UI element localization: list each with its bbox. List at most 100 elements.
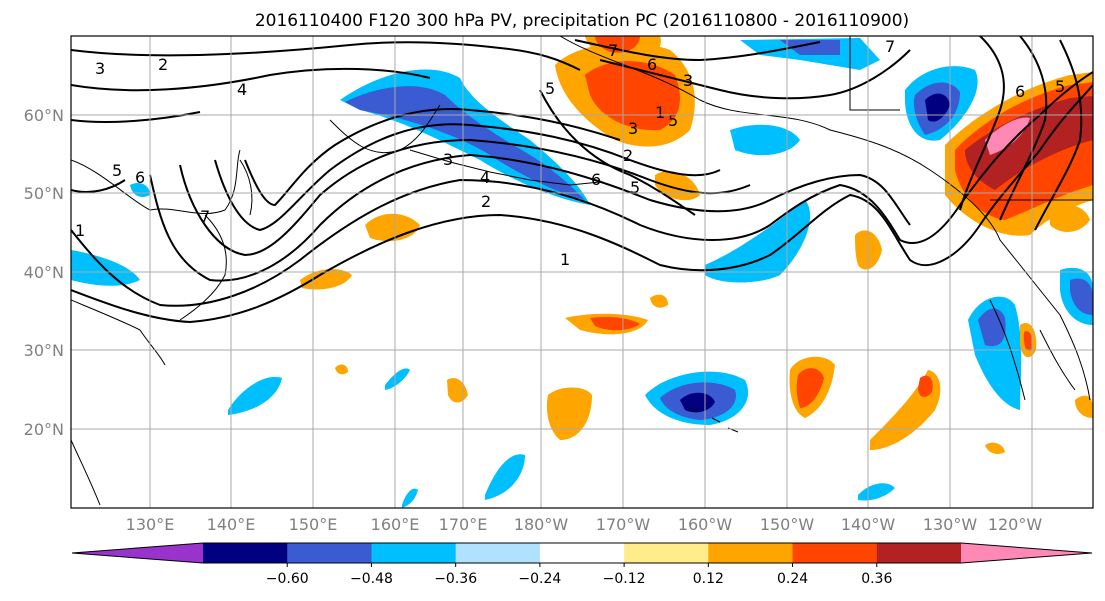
colorbar-segment xyxy=(624,543,709,563)
pv-contour-alaska2 xyxy=(599,49,911,100)
contour-label: 5 xyxy=(630,178,640,197)
positive-anomaly-nw-east xyxy=(1050,204,1090,232)
contour-label: 6 xyxy=(135,168,145,187)
contour-label: 5 xyxy=(545,79,555,98)
positive-anomaly-nw-america-high xyxy=(965,96,1093,190)
contour-label: 6 xyxy=(591,170,601,189)
latitude-labels: 60°N 50°N 40°N 30°N 20°N xyxy=(24,106,64,439)
contour-label: 3 xyxy=(683,71,693,90)
positive-anomaly-aleutian-top-core xyxy=(595,36,640,53)
border-canada-us xyxy=(849,36,1093,201)
colorbar-tick-label: −0.36 xyxy=(434,571,477,587)
pv-contour-ne3 xyxy=(1034,39,1083,231)
negative-anomaly-east-core xyxy=(1070,278,1093,315)
contour-label: 1 xyxy=(75,221,85,240)
pv-contour-left xyxy=(71,179,126,193)
positive-anomaly-nw-america-peak xyxy=(985,117,1030,155)
contour-label: 5 xyxy=(668,111,678,130)
pv-contour-labels: 3 2 4 5 6 7 1 6 3 4 2 6 5 1 7 5 6 3 2 5 … xyxy=(61,37,1105,309)
contour-label: 1 xyxy=(560,250,570,269)
positive-anomaly-sub8-core xyxy=(796,368,824,408)
negative-anomaly-north-core xyxy=(780,40,840,55)
lon-label-140w: 140°W xyxy=(841,515,896,534)
contour-label: 6 xyxy=(61,163,71,182)
pv-contour-1 xyxy=(71,84,1093,324)
pv-contour-4 xyxy=(179,138,751,257)
contour-label: 2 xyxy=(481,192,491,211)
lon-label-150e: 150°E xyxy=(289,515,338,534)
colorbar-extend-high xyxy=(961,543,1092,563)
colorbar-segment xyxy=(371,543,457,563)
negative-anomaly-hawaii-core xyxy=(680,392,715,413)
contour-label: 5 xyxy=(1055,77,1065,96)
colorbar-outline xyxy=(71,542,1093,564)
lat-label-60n: 60°N xyxy=(24,106,64,125)
colorbar-tick-label: −0.12 xyxy=(603,571,646,587)
precip-anomaly-fill xyxy=(71,36,1093,508)
contour-label: 5 xyxy=(112,161,122,180)
colorbar-extend-low xyxy=(72,543,203,563)
figure-title: 2016110400 F120 300 hPa PV, precipitatio… xyxy=(255,11,909,31)
contour-label: 7 xyxy=(608,41,618,60)
colorbar-tick-label: −0.24 xyxy=(518,571,561,587)
colorbar-ticks: −0.60 −0.48 −0.36 −0.24 −0.12 0.12 0.24 0.36 xyxy=(266,563,892,587)
colorbar-segment xyxy=(876,543,962,563)
map-frame xyxy=(70,35,1094,509)
lat-label-30n: 30°N xyxy=(24,341,64,360)
pv-contour-ne1 xyxy=(959,36,1005,211)
lon-label-140e: 140°E xyxy=(207,515,256,534)
contour-label: 6 xyxy=(1095,265,1105,284)
positive-anomaly-sub10-core xyxy=(1023,331,1033,351)
lat-label-20n: 20°N xyxy=(24,420,64,439)
coastline-aleutians xyxy=(409,149,601,186)
positive-anomaly-cp4 xyxy=(650,294,668,308)
contour-label: 2 xyxy=(623,146,633,165)
lat-label-40n: 40°N xyxy=(24,263,64,282)
pv-contour-2 xyxy=(71,71,1093,307)
pv-contour-5 xyxy=(214,123,721,232)
negative-anomaly-sub3 xyxy=(485,454,525,500)
contour-label: 4 xyxy=(237,80,247,99)
contour-label: 7 xyxy=(885,37,895,56)
longitude-labels: 130°E 140°E 150°E 160°E 170°E 180°W 170°… xyxy=(126,515,1043,534)
colorbar-segment xyxy=(539,543,625,563)
colorbar-segment xyxy=(792,543,878,563)
lat-label-50n: 50°N xyxy=(24,184,64,203)
negative-anomaly-sub4 xyxy=(402,488,418,508)
graticule xyxy=(71,36,1093,508)
contour-label: 2 xyxy=(1095,290,1105,309)
negative-anomaly-japan xyxy=(71,250,140,286)
lon-label-130e: 130°E xyxy=(126,515,175,534)
pv-contour-3 xyxy=(149,153,911,282)
contour-label: 3 xyxy=(628,119,638,138)
pv-contour-alaska3 xyxy=(574,39,821,62)
lon-label-170e: 170°E xyxy=(439,515,488,534)
colorbar-tick-label: −0.60 xyxy=(266,571,309,587)
lon-label-160e: 160°E xyxy=(371,515,420,534)
pv-contour-6 xyxy=(244,108,621,207)
colorbar-tick-label: 0.24 xyxy=(777,571,808,587)
contour-label: 7 xyxy=(200,207,210,226)
positive-anomaly-sub12 xyxy=(985,442,1005,454)
contour-label: 6 xyxy=(1015,82,1025,101)
pv-contour-north1 xyxy=(71,41,581,71)
positive-anomaly-sub7 xyxy=(335,364,348,375)
pv-contour-alaska1 xyxy=(539,89,696,216)
negative-anomaly-sub2 xyxy=(385,368,410,390)
coastline-japan xyxy=(179,214,227,321)
negative-anomaly-sub1 xyxy=(228,376,282,415)
coastline-sakhalin xyxy=(239,159,253,216)
coastline-asia xyxy=(71,149,241,506)
colorbar-segment xyxy=(708,543,794,563)
contour-label: 2 xyxy=(158,55,168,74)
lon-label-120w: 120°W xyxy=(988,515,1043,534)
lon-label-130w: 130°W xyxy=(923,515,978,534)
lon-label-170w: 170°W xyxy=(596,515,651,534)
colorbar-tick-label: 0.12 xyxy=(693,571,724,587)
pv-contour-north2 xyxy=(71,67,431,92)
coastline-alaska xyxy=(559,36,1091,401)
colorbar: −0.60 −0.48 −0.36 −0.24 −0.12 0.12 0.24 0.36 xyxy=(71,542,1093,587)
lon-label-150w: 150°W xyxy=(760,515,815,534)
negative-anomaly-alaska xyxy=(730,124,800,156)
colorbar-segment xyxy=(455,543,541,563)
